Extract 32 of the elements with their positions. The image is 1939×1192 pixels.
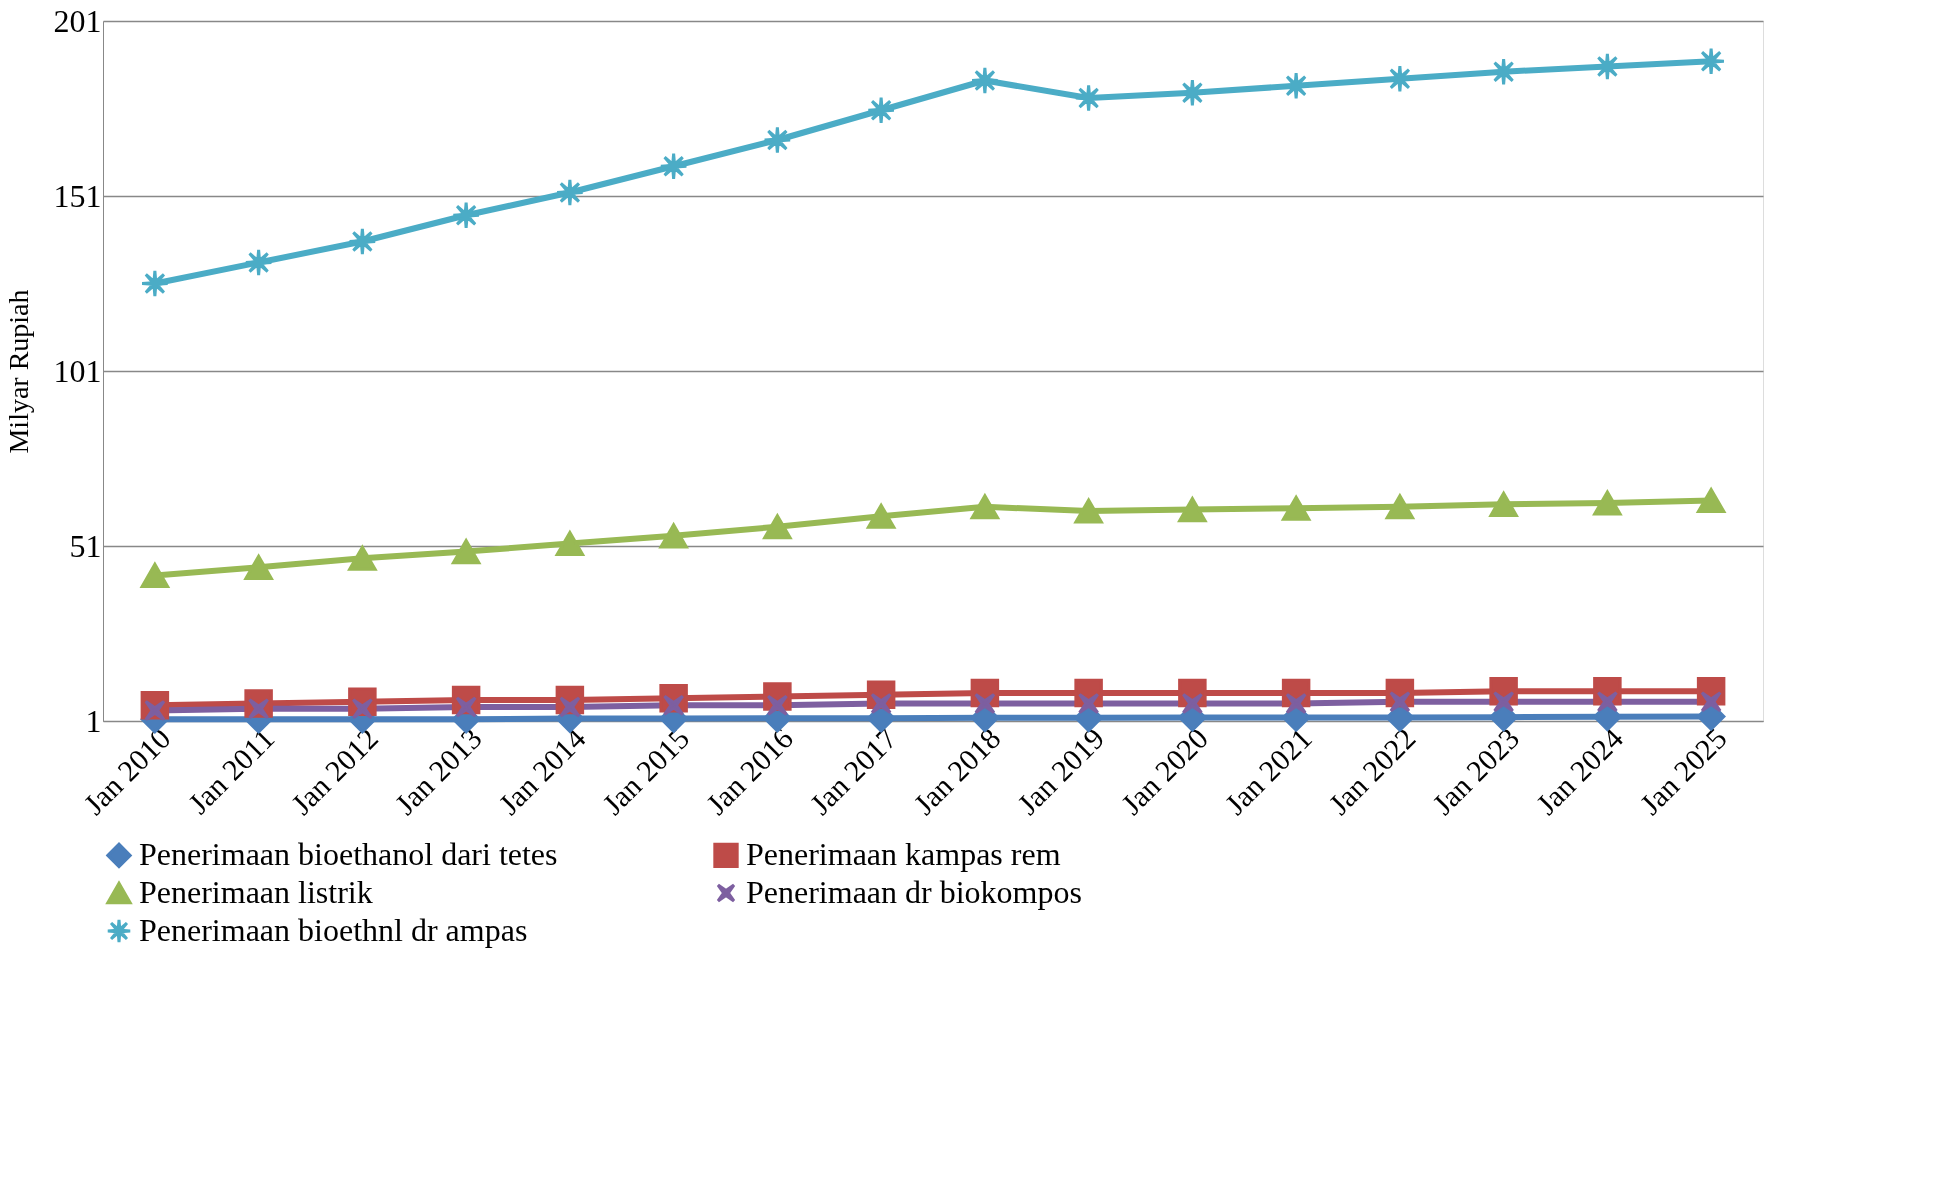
point	[451, 201, 481, 230]
y-tick-label: 151	[53, 177, 102, 214]
point	[451, 539, 481, 565]
legend-label: Penerimaan bioethnl dr ampas	[139, 912, 528, 948]
point	[1489, 491, 1518, 517]
point	[555, 531, 585, 557]
legend-label: Penerimaan listrik	[139, 874, 373, 910]
point	[1593, 490, 1622, 516]
point	[1385, 494, 1415, 520]
x-tick-label: Jan 2021	[1218, 721, 1318, 821]
y-axis-title: Milyar Rupiah	[2, 289, 34, 454]
x-tick-label: Jan 2011	[181, 721, 281, 820]
point	[348, 545, 377, 571]
y-tick-label: 201	[53, 2, 102, 39]
point	[1281, 495, 1311, 521]
point	[244, 554, 273, 580]
point	[763, 125, 792, 155]
point	[866, 96, 896, 125]
y-tick-label: 1	[85, 702, 102, 739]
legend-label: Penerimaan bioethanol dari tetes	[139, 836, 558, 873]
point	[1696, 487, 1726, 514]
point	[1074, 498, 1103, 524]
y-tick-label: 51	[69, 527, 102, 564]
point	[763, 514, 792, 540]
legend-label: Penerimaan dr biokompos	[746, 874, 1082, 910]
point	[970, 494, 1000, 520]
point	[866, 503, 896, 529]
point	[659, 523, 688, 549]
legend-label: Penerimaan kampas rem	[746, 836, 1061, 873]
point	[1178, 497, 1207, 523]
y-tick-label: 101	[53, 352, 102, 389]
point	[140, 562, 170, 588]
